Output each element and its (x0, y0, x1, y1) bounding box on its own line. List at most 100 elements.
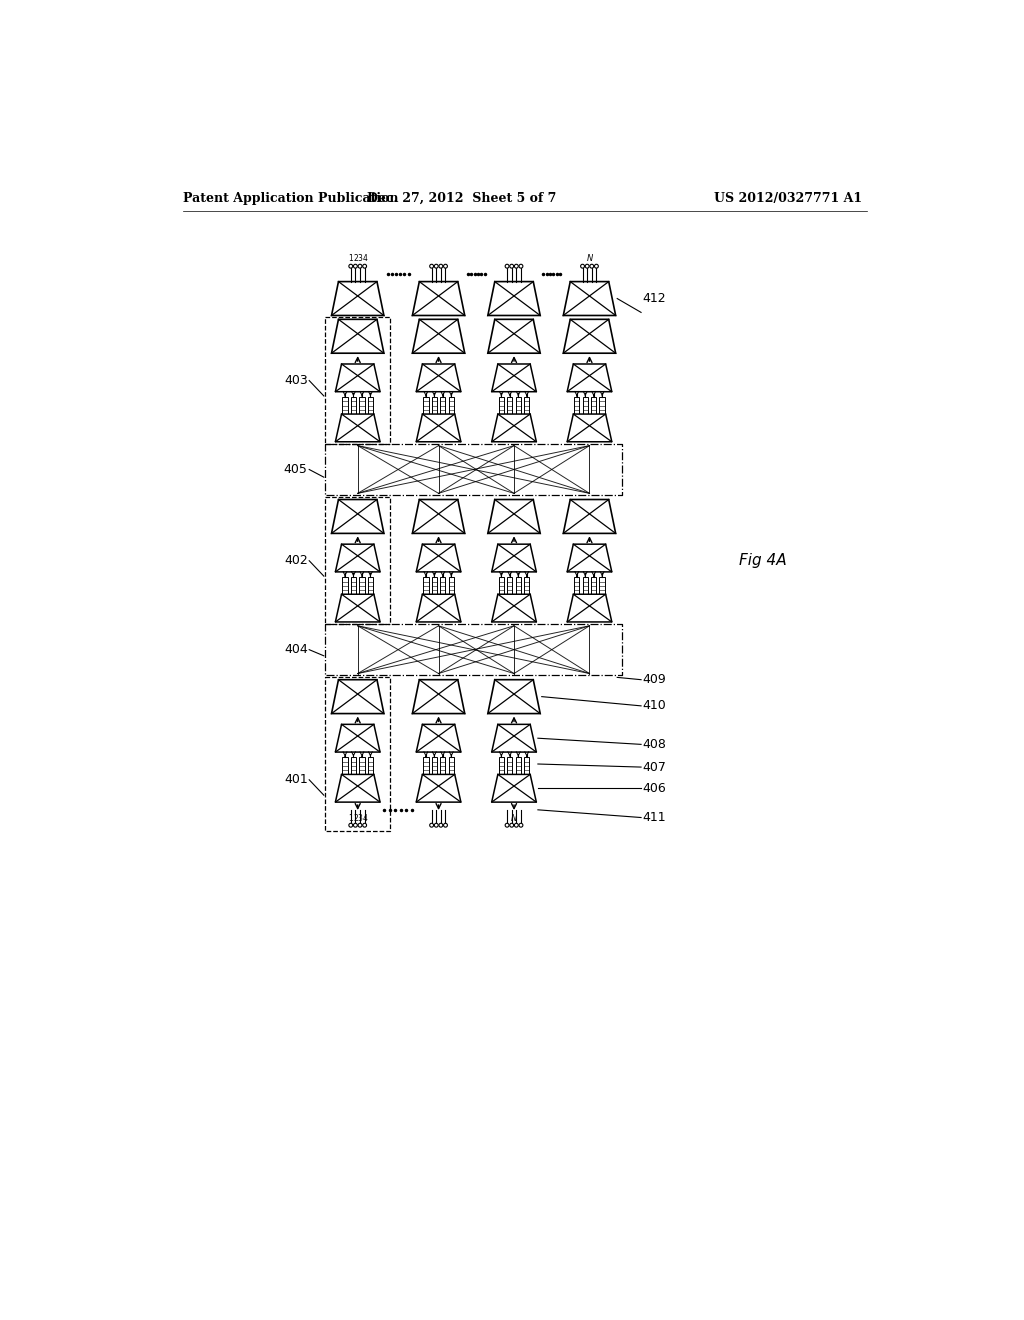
Bar (368, 397, 373, 414)
Bar (449, 577, 454, 594)
Circle shape (358, 264, 361, 268)
Polygon shape (487, 319, 541, 354)
Text: 412: 412 (643, 292, 667, 305)
Text: 402: 402 (284, 554, 307, 568)
Bar (423, 397, 429, 414)
Bar (499, 577, 504, 594)
Circle shape (430, 264, 433, 268)
Circle shape (519, 264, 523, 268)
Circle shape (581, 264, 585, 268)
Text: 4: 4 (362, 813, 367, 822)
Circle shape (439, 824, 442, 828)
Bar (432, 577, 437, 594)
Polygon shape (336, 594, 380, 622)
Bar (351, 397, 356, 414)
Polygon shape (487, 281, 541, 315)
Text: 3: 3 (357, 255, 362, 263)
Polygon shape (332, 319, 384, 354)
Bar (499, 397, 504, 414)
Text: 406: 406 (643, 781, 667, 795)
Text: US 2012/0327771 A1: US 2012/0327771 A1 (714, 191, 862, 205)
Text: 1: 1 (348, 813, 353, 822)
Bar (368, 758, 373, 775)
Bar (440, 397, 445, 414)
Polygon shape (332, 680, 384, 714)
Polygon shape (336, 725, 380, 752)
Text: 404: 404 (284, 643, 307, 656)
Polygon shape (487, 680, 541, 714)
Circle shape (362, 824, 367, 828)
Text: 411: 411 (643, 810, 667, 824)
Bar (524, 577, 529, 594)
Bar (423, 758, 429, 775)
Bar (499, 758, 504, 775)
Text: 401: 401 (284, 774, 307, 787)
Circle shape (586, 264, 589, 268)
Circle shape (590, 264, 594, 268)
Bar (591, 577, 596, 594)
Circle shape (514, 264, 518, 268)
Polygon shape (413, 281, 465, 315)
Bar (359, 577, 365, 594)
Text: 4: 4 (362, 255, 367, 263)
Circle shape (443, 264, 447, 268)
Bar (515, 758, 521, 775)
Polygon shape (336, 414, 380, 442)
Bar (342, 758, 348, 775)
Bar (515, 577, 521, 594)
Polygon shape (416, 544, 461, 572)
Bar (440, 758, 445, 775)
Polygon shape (336, 364, 380, 392)
Polygon shape (492, 725, 537, 752)
Circle shape (430, 824, 433, 828)
Text: Dec. 27, 2012  Sheet 5 of 7: Dec. 27, 2012 Sheet 5 of 7 (367, 191, 556, 205)
Text: 403: 403 (284, 374, 307, 387)
Polygon shape (563, 319, 615, 354)
Bar (524, 758, 529, 775)
Polygon shape (567, 364, 611, 392)
Polygon shape (492, 364, 537, 392)
Circle shape (349, 264, 352, 268)
Text: 408: 408 (643, 738, 667, 751)
Bar (507, 758, 512, 775)
Polygon shape (413, 319, 465, 354)
Bar (359, 758, 365, 775)
Polygon shape (336, 544, 380, 572)
Bar (599, 577, 605, 594)
Bar (574, 577, 580, 594)
Bar (449, 397, 454, 414)
Bar (574, 397, 580, 414)
Bar (351, 758, 356, 775)
Bar (440, 577, 445, 594)
Bar (507, 577, 512, 594)
Circle shape (505, 264, 509, 268)
Text: 410: 410 (643, 700, 667, 713)
Polygon shape (416, 775, 461, 803)
Circle shape (358, 824, 361, 828)
Circle shape (434, 264, 438, 268)
Circle shape (519, 824, 523, 828)
Circle shape (595, 264, 598, 268)
Bar (423, 577, 429, 594)
Circle shape (439, 264, 442, 268)
Text: 2: 2 (353, 813, 357, 822)
Polygon shape (492, 594, 537, 622)
Bar (591, 397, 596, 414)
Circle shape (349, 824, 352, 828)
Bar (599, 397, 605, 414)
Bar (449, 758, 454, 775)
Polygon shape (413, 680, 465, 714)
Polygon shape (416, 594, 461, 622)
Bar (507, 397, 512, 414)
Polygon shape (567, 414, 611, 442)
Text: 409: 409 (643, 673, 667, 686)
Polygon shape (487, 499, 541, 533)
Polygon shape (492, 775, 537, 803)
Polygon shape (332, 499, 384, 533)
Bar (359, 397, 365, 414)
Bar (583, 397, 588, 414)
Text: 1: 1 (348, 255, 353, 263)
Bar (351, 577, 356, 594)
Polygon shape (413, 499, 465, 533)
Text: Patent Application Publication: Patent Application Publication (183, 191, 398, 205)
